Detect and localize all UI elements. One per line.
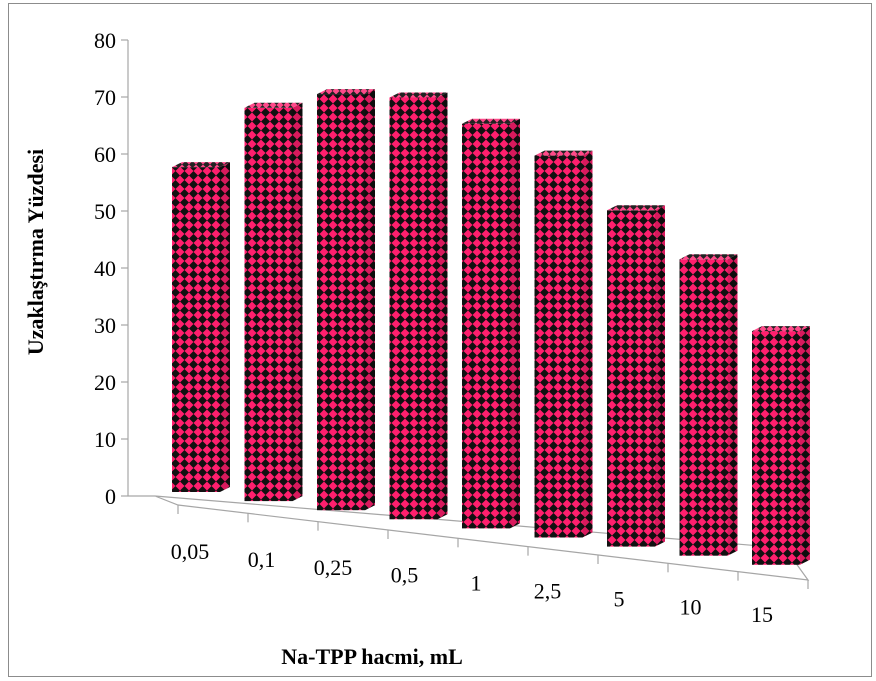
y-tick-label: 30 — [94, 313, 116, 338]
bar-top-face — [244, 102, 303, 108]
bar-front-face — [389, 97, 438, 520]
bar-top-face — [534, 150, 593, 156]
bar — [462, 118, 520, 529]
y-tick-label: 40 — [94, 256, 116, 281]
x-tick-label: 0,25 — [314, 555, 353, 580]
bar-front-face — [752, 331, 800, 565]
x-tick-label: 2,5 — [534, 579, 562, 604]
bar-side-face — [800, 326, 810, 565]
bars — [172, 89, 810, 565]
bar — [317, 89, 375, 511]
x-tick-label: 15 — [751, 602, 773, 627]
bar-top-face — [752, 326, 810, 332]
bar — [389, 92, 448, 520]
bar — [244, 102, 303, 502]
bar-front-face — [244, 107, 293, 502]
x-tick-label: 5 — [614, 586, 625, 611]
x-tick-label: 0,5 — [391, 563, 419, 588]
x-tick-label: 0,1 — [248, 547, 276, 572]
x-axis-title: Na-TPP hacmi, mL — [281, 644, 463, 669]
bar-top-face — [317, 89, 375, 95]
y-tick-label: 80 — [94, 28, 116, 53]
x-tick-label: 0,05 — [171, 539, 210, 564]
y-tick-label: 0 — [105, 484, 116, 509]
bar — [172, 162, 230, 492]
bar-side-face — [437, 92, 448, 520]
bar-side-face — [292, 102, 303, 502]
bar-top-face — [462, 118, 520, 124]
labels: 0 10 20 30 40 50 60 70 80 0,05 0,1 0,25 0,5 1 2,5 5 10 15… — [23, 28, 773, 669]
bar — [607, 205, 665, 547]
bar-side-face — [220, 162, 230, 492]
bar-top-face — [172, 162, 230, 168]
bar-top-face — [607, 205, 665, 211]
bar — [534, 150, 593, 538]
bar-top-face — [679, 254, 738, 260]
bar-front-face — [534, 155, 583, 538]
y-tick-label: 60 — [94, 142, 116, 167]
bar-side-face — [655, 205, 665, 547]
bar-side-face — [510, 118, 520, 529]
bar-front-face — [317, 94, 365, 511]
y-axis-title: Uzaklaştırma Yüzdesi — [23, 149, 48, 355]
y-tick-label: 70 — [94, 85, 116, 110]
bar-front-face — [679, 259, 728, 556]
y-tick-label: 20 — [94, 370, 116, 395]
bar-front-face — [462, 123, 510, 529]
bar-side-face — [582, 150, 593, 538]
bar-side-face — [727, 254, 738, 556]
y-tick-label: 50 — [94, 199, 116, 224]
bar — [752, 326, 810, 565]
bar — [679, 254, 738, 556]
bar-side-face — [365, 89, 375, 511]
bar-front-face — [172, 167, 220, 492]
bar-top-face — [389, 92, 448, 98]
y-tick-label: 10 — [94, 427, 116, 452]
bar-front-face — [607, 210, 655, 547]
x-tick-label: 10 — [680, 594, 702, 619]
x-tick-label: 1 — [471, 571, 482, 596]
